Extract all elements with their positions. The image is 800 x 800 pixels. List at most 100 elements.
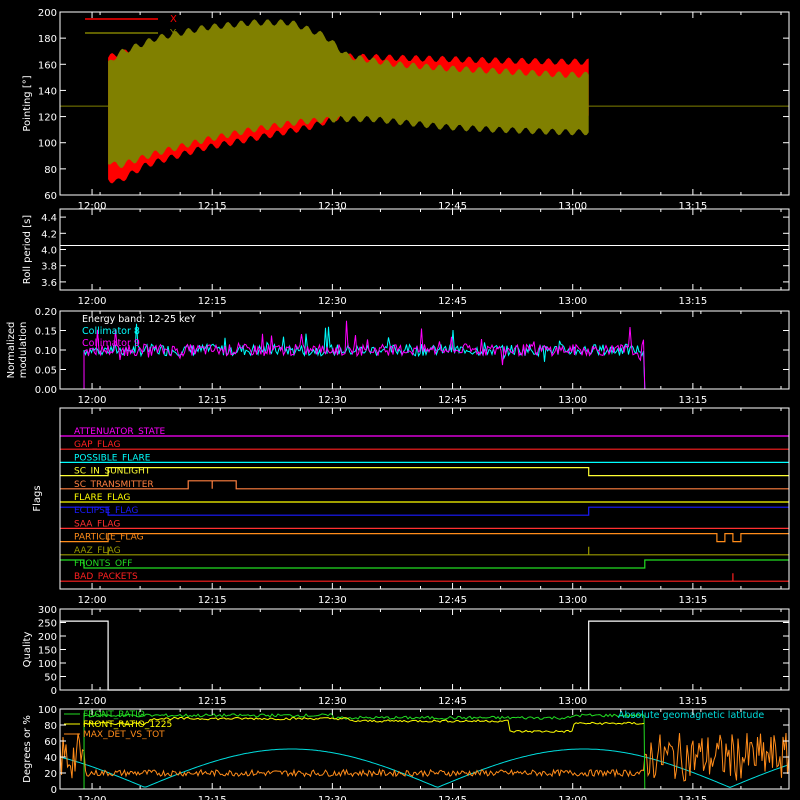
x-tick-label: 12:45	[438, 395, 467, 406]
y-axis-label: Roll period [s]	[22, 215, 33, 284]
quality-panel: 12:00 12:15 12:30 12:45 13:00 13:15 0 50 100 150 2…	[22, 605, 790, 707]
flag-trace	[60, 506, 789, 516]
x-tick-label: 12:00	[78, 296, 107, 307]
y-tick-label: 80	[44, 165, 57, 176]
modulation-line-8	[60, 323, 789, 390]
flag-label: ECLIPSE_FLAG	[74, 506, 138, 516]
x-tick-label: 13:00	[558, 395, 587, 406]
y-tick-label: 200	[38, 632, 57, 643]
y-tick-label: 150	[38, 646, 57, 657]
y-tick-label: 160	[38, 60, 57, 71]
flag-trace	[60, 546, 789, 556]
pointing-panel: XY 12:00 12:15 12:30 12:45 13:00 13:15 60 80 100 1…	[22, 8, 790, 212]
y-axis-label: Quality	[22, 632, 33, 668]
x-tick-label: 13:00	[558, 201, 587, 212]
y-tick-label: 50	[44, 673, 57, 684]
y-axis-label: modulation	[18, 322, 29, 379]
x-tick-label: 12:00	[78, 395, 107, 406]
x-tick-label: 12:15	[198, 696, 227, 707]
front-ratio-1225-line	[83, 716, 645, 734]
y-axis-label: Flags	[32, 485, 43, 511]
y-tick-label: 250	[38, 619, 57, 630]
x-tick-label: 13:15	[678, 595, 707, 606]
y-tick-label: 0.20	[35, 307, 57, 318]
y-tick-label: 40	[44, 753, 57, 764]
flag-trace	[60, 559, 789, 569]
flag-label: FRONTS_OFF	[74, 559, 132, 569]
x-tick-label: 12:45	[438, 595, 467, 606]
flag-label: PARTICLE_FLAG	[74, 533, 144, 543]
x-tick-label: 12:00	[78, 795, 107, 800]
panel-frame	[59, 708, 790, 790]
max-det-vs-tot-line	[59, 732, 790, 782]
flag-label: SC_TRANSMITTER	[74, 480, 154, 490]
x-tick-label: 13:15	[678, 395, 707, 406]
x-tick-label: 12:15	[198, 201, 227, 212]
x-tick-label: 12:30	[318, 395, 347, 406]
roll-period-panel: 12:00 12:15 12:30 12:45 13:00 13:15 3.6 3.8 4.0 4…	[22, 208, 790, 307]
legend-label: MAX_DET_VS_TOT	[83, 730, 165, 740]
y-tick-label: 4.2	[41, 229, 57, 240]
legend-label-collimator: Collimator 9	[82, 338, 140, 349]
y-tick-label: 180	[38, 34, 57, 45]
y-tick-label: 0	[51, 686, 57, 697]
flag-trace	[60, 573, 789, 582]
flag-trace	[60, 480, 789, 490]
flag-label: SC_IN_SUNLIGHT	[74, 467, 151, 477]
legend-label: FRONT_RATIO_1225	[83, 720, 172, 730]
x-tick-label: 13:00	[558, 296, 587, 307]
x-tick-label: 12:15	[198, 395, 227, 406]
modulation-line-9	[60, 320, 789, 390]
energy-band-annotation: Energy band: 12-25 keY	[82, 314, 196, 325]
x-tick-label: 12:30	[318, 296, 347, 307]
flag-label: SAA_FLAG	[74, 519, 120, 529]
y-tick-label: 0.05	[35, 366, 57, 377]
x-tick-label: 12:30	[318, 795, 347, 800]
latitude-curve	[59, 748, 789, 788]
x-tick-label: 13:00	[558, 795, 587, 800]
x-tick-label: 12:15	[198, 595, 227, 606]
y-tick-label: 80	[44, 721, 57, 732]
x-tick-label: 12:45	[438, 795, 467, 800]
x-tick-label: 13:15	[678, 795, 707, 800]
x-tick-label: 13:00	[558, 595, 587, 606]
flags-panel: ATTENUATOR_STATE GAP_FLAG POSSIBLE_FLARE SC…	[32, 407, 790, 606]
x-tick-label: 12:45	[438, 696, 467, 707]
y-tick-label: 200	[38, 8, 57, 19]
legend-label-latitude: Absolute geomagnetic latitude	[618, 710, 764, 721]
flag-label: FLARE_FLAG	[74, 493, 130, 503]
x-tick-label: 12:00	[78, 696, 107, 707]
y-tick-label: 0.00	[35, 385, 57, 396]
y-tick-label: 300	[38, 605, 57, 616]
panel-frame	[59, 407, 790, 590]
legend-label-collimator: Collimator 8	[82, 326, 140, 337]
y-tick-label: 0.15	[35, 327, 57, 338]
y-tick-label: 4.0	[41, 246, 57, 257]
y-tick-label: 100	[38, 659, 57, 670]
x-tick-label: 13:00	[558, 696, 587, 707]
quality-line	[60, 620, 789, 691]
x-tick-label: 13:15	[678, 201, 707, 212]
panel-frame	[59, 11, 790, 196]
x-tick-label: 12:45	[438, 201, 467, 212]
flag-label: GAP_FLAG	[74, 440, 120, 450]
flag-label: POSSIBLE_FLARE	[74, 453, 151, 463]
y-axis-label: Degrees or %	[22, 715, 33, 783]
pointing-band-y	[108, 19, 589, 169]
x-tick-label: 12:00	[78, 201, 107, 212]
legend-label-x: X	[170, 14, 177, 25]
y-tick-label: 60	[44, 737, 57, 748]
y-tick-label: 3.6	[41, 278, 57, 289]
y-tick-label: 100	[38, 705, 57, 716]
ratios-panel: FRONT_RATIOFRONT_RATIO_1225MAX_DET_VS_TO…	[22, 705, 790, 800]
x-tick-label: 12:30	[318, 595, 347, 606]
x-tick-label: 13:15	[678, 296, 707, 307]
panel-frame	[59, 208, 790, 291]
x-tick-label: 12:15	[198, 296, 227, 307]
y-tick-label: 60	[44, 191, 57, 202]
y-tick-label: 4.4	[41, 213, 57, 224]
flag-label: BAD_PACKETS	[74, 572, 138, 582]
flag-label: AAZ_FLAG	[74, 546, 121, 556]
